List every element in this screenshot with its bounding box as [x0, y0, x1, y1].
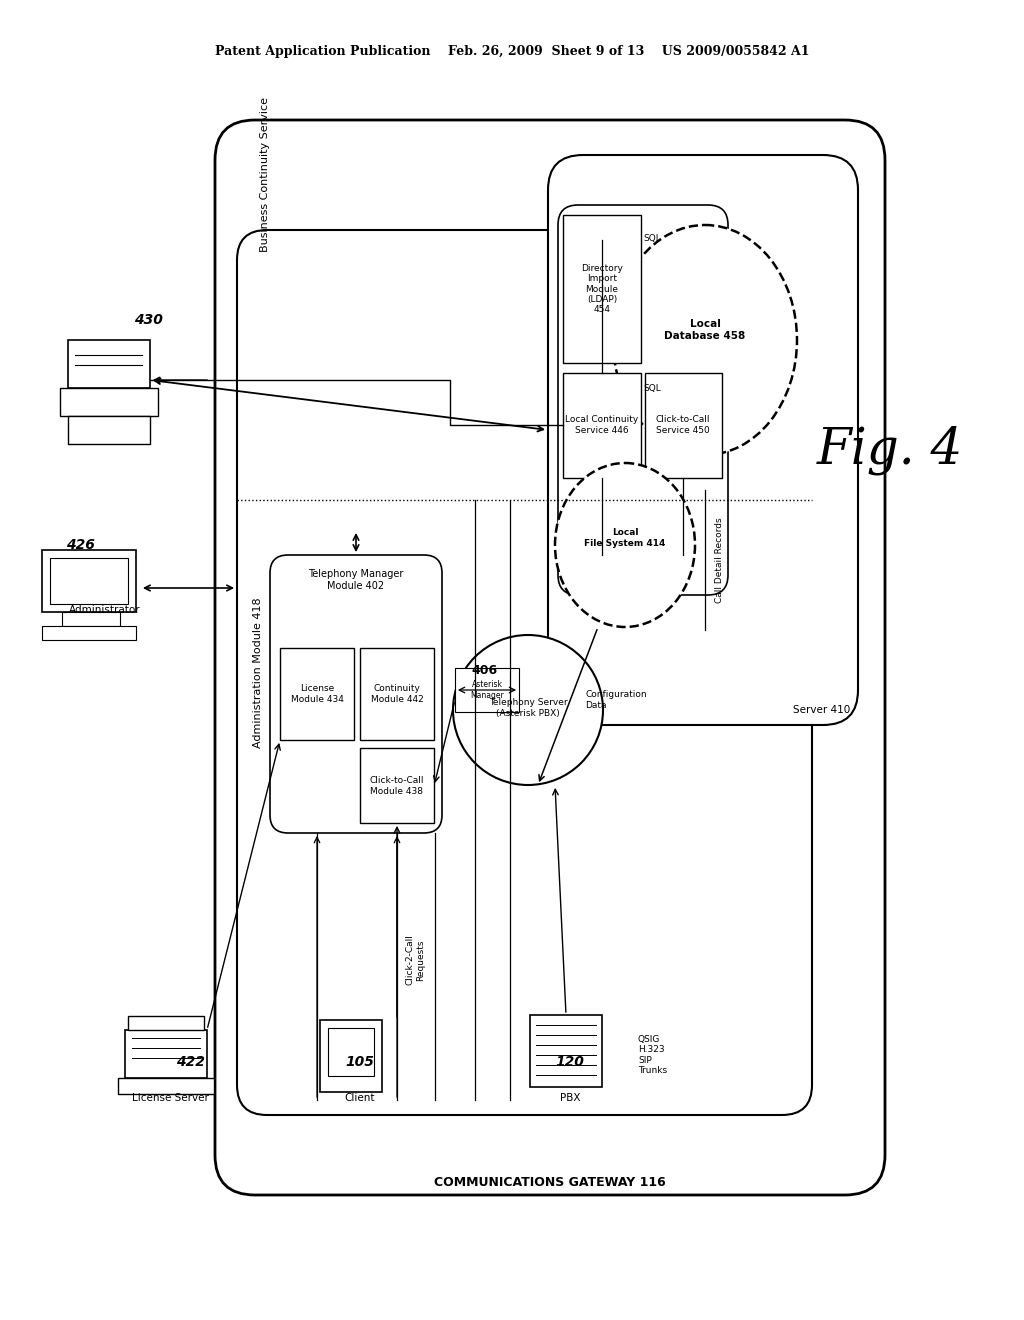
Bar: [563, 374, 641, 478]
Text: SQL: SQL: [643, 234, 660, 243]
Text: Local Continuity
Service 446: Local Continuity Service 446: [565, 416, 639, 434]
Text: Client: Client: [345, 1093, 375, 1104]
Text: Patent Application Publication    Feb. 26, 2009  Sheet 9 of 13    US 2009/005584: Patent Application Publication Feb. 26, …: [215, 45, 809, 58]
Text: Administrator: Administrator: [70, 605, 141, 615]
Bar: [455, 668, 519, 711]
FancyBboxPatch shape: [270, 554, 442, 833]
Text: Click-to-Call
Module 438: Click-to-Call Module 438: [370, 776, 424, 796]
Bar: [42, 626, 136, 640]
Text: 406: 406: [472, 664, 498, 676]
Ellipse shape: [613, 224, 797, 455]
Text: 120: 120: [556, 1055, 585, 1069]
Text: 105: 105: [345, 1055, 375, 1069]
Text: Local
Database 458: Local Database 458: [665, 319, 745, 341]
Text: Business Continuity Service: Business Continuity Service: [260, 98, 270, 252]
Bar: [68, 416, 150, 444]
Bar: [68, 341, 150, 388]
Bar: [62, 612, 120, 626]
Text: 430: 430: [133, 313, 163, 327]
Text: Click-to-Call
Service 450: Click-to-Call Service 450: [655, 416, 711, 434]
Text: Configuration
Data: Configuration Data: [585, 690, 646, 710]
Bar: [42, 550, 136, 612]
Bar: [328, 1028, 374, 1076]
Bar: [50, 558, 128, 605]
Bar: [118, 1078, 214, 1094]
Text: License Server: License Server: [131, 1093, 209, 1104]
Text: Telephony Manager
Module 402: Telephony Manager Module 402: [308, 569, 403, 591]
Ellipse shape: [555, 463, 695, 627]
Bar: [319, 1020, 382, 1092]
Bar: [128, 1016, 204, 1030]
Bar: [360, 748, 434, 822]
Text: Server 410: Server 410: [793, 705, 850, 715]
Text: Call Detail Records: Call Detail Records: [716, 517, 725, 603]
FancyBboxPatch shape: [215, 120, 885, 1195]
Bar: [563, 215, 641, 363]
Text: Administration Module 418: Administration Module 418: [253, 598, 263, 748]
Bar: [530, 1015, 602, 1086]
Bar: [360, 648, 434, 741]
Text: 422: 422: [175, 1055, 205, 1069]
Bar: [280, 648, 354, 741]
Text: Click-2-Call
Requests: Click-2-Call Requests: [406, 935, 425, 986]
FancyBboxPatch shape: [558, 205, 728, 595]
Text: Fig. 4: Fig. 4: [817, 425, 964, 475]
Bar: [645, 374, 722, 478]
Text: Telephony Server
(Asterisk PBX): Telephony Server (Asterisk PBX): [488, 698, 567, 718]
Text: Local
File System 414: Local File System 414: [585, 528, 666, 548]
FancyBboxPatch shape: [237, 230, 812, 1115]
Text: COMMUNICATIONS GATEWAY 116: COMMUNICATIONS GATEWAY 116: [434, 1176, 666, 1189]
Text: PBX: PBX: [560, 1093, 581, 1104]
Ellipse shape: [453, 635, 603, 785]
Bar: [125, 1030, 207, 1078]
Text: License
Module 434: License Module 434: [291, 684, 343, 704]
FancyBboxPatch shape: [548, 154, 858, 725]
Bar: [60, 388, 158, 416]
Text: Asterisk
Manager: Asterisk Manager: [470, 680, 504, 700]
Text: QSIG
H.323
SIP
Trunks: QSIG H.323 SIP Trunks: [638, 1035, 667, 1074]
Text: 426: 426: [66, 539, 94, 552]
Text: SQL: SQL: [643, 384, 660, 392]
Text: Directory
Import
Module
(LDAP)
454: Directory Import Module (LDAP) 454: [581, 264, 623, 314]
Text: Continuity
Module 442: Continuity Module 442: [371, 684, 423, 704]
